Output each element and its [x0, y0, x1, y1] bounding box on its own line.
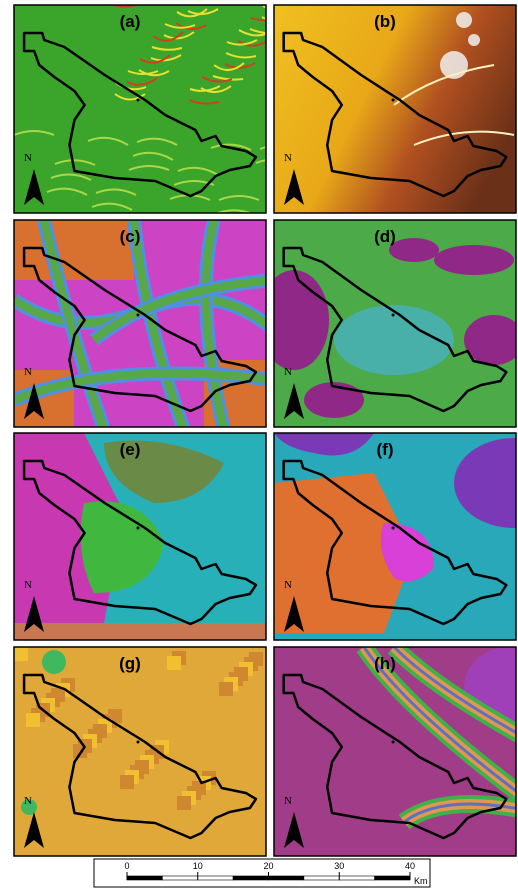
figure: (a) N (b) N (c) N (d) N (e) N (f) N (g) N (h) N 0 10 20 30 4… [0, 0, 518, 889]
panel-content [14, 220, 274, 430]
center-dot [392, 741, 395, 744]
scale-seg [127, 876, 162, 880]
north-label: N [24, 366, 32, 378]
pixel [26, 713, 40, 727]
scale-tick-label: 30 [334, 861, 344, 871]
pixel [120, 775, 134, 789]
center-dot [136, 99, 139, 102]
map-panel: (c) N [14, 220, 274, 430]
panel-content [14, 1, 300, 215]
panel-label: (g) [119, 654, 141, 673]
scale-bar: 0 10 20 30 40 Km [94, 859, 430, 887]
scale-seg [198, 876, 233, 880]
map-panel: (a) N [14, 1, 300, 215]
scale-tick-label: 20 [263, 861, 273, 871]
center-dot [136, 314, 139, 317]
scale-frame [94, 859, 430, 887]
north-label: N [284, 795, 292, 807]
map-panel: (g) N [14, 647, 274, 889]
pixel [219, 682, 233, 696]
panel-label: (d) [374, 227, 396, 246]
map-panel: (h) N [274, 647, 518, 857]
north-label: N [24, 152, 32, 164]
panel-content [14, 647, 274, 889]
scale-seg [233, 876, 268, 880]
snow [468, 34, 480, 46]
snow [456, 12, 472, 28]
north-label: N [24, 795, 32, 807]
north-label: N [284, 579, 292, 591]
panel-content [14, 433, 274, 643]
center-dot [136, 527, 139, 530]
scale-tick-label: 0 [124, 861, 129, 871]
panel-label: (a) [120, 12, 141, 31]
blob [42, 650, 66, 674]
blob [389, 238, 439, 262]
center-dot [392, 99, 395, 102]
panel-label: (h) [374, 654, 396, 673]
scale-seg [375, 876, 410, 880]
bg [274, 5, 518, 215]
panel-label: (e) [120, 440, 141, 459]
panel-label: (f) [377, 440, 394, 459]
scale-unit: Km [414, 876, 428, 886]
blob [259, 270, 329, 370]
panel-label: (c) [120, 227, 141, 246]
north-label: N [24, 579, 32, 591]
zone [14, 220, 134, 280]
map-panel: (f) N [274, 433, 518, 643]
scale-seg [162, 876, 197, 880]
center-dot [136, 741, 139, 744]
map-panel: (b) N [274, 5, 518, 215]
map-panel: (e) N [14, 433, 274, 643]
scale-tick-label: 10 [193, 861, 203, 871]
panel-content [274, 647, 518, 857]
center-dot [392, 527, 395, 530]
scale-tick-label: 40 [405, 861, 415, 871]
panel-label: (b) [374, 12, 396, 31]
blob [434, 245, 514, 275]
map-panel: (d) N [259, 220, 518, 430]
pixel [14, 647, 28, 661]
panel-content [274, 5, 518, 215]
north-label: N [284, 366, 292, 378]
scale-seg [339, 876, 374, 880]
scale-seg [304, 876, 339, 880]
bg [14, 5, 274, 215]
center-dot [392, 314, 395, 317]
pixel [167, 656, 181, 670]
scale-seg [269, 876, 304, 880]
panel-content [274, 433, 518, 643]
north-label: N [284, 152, 292, 164]
